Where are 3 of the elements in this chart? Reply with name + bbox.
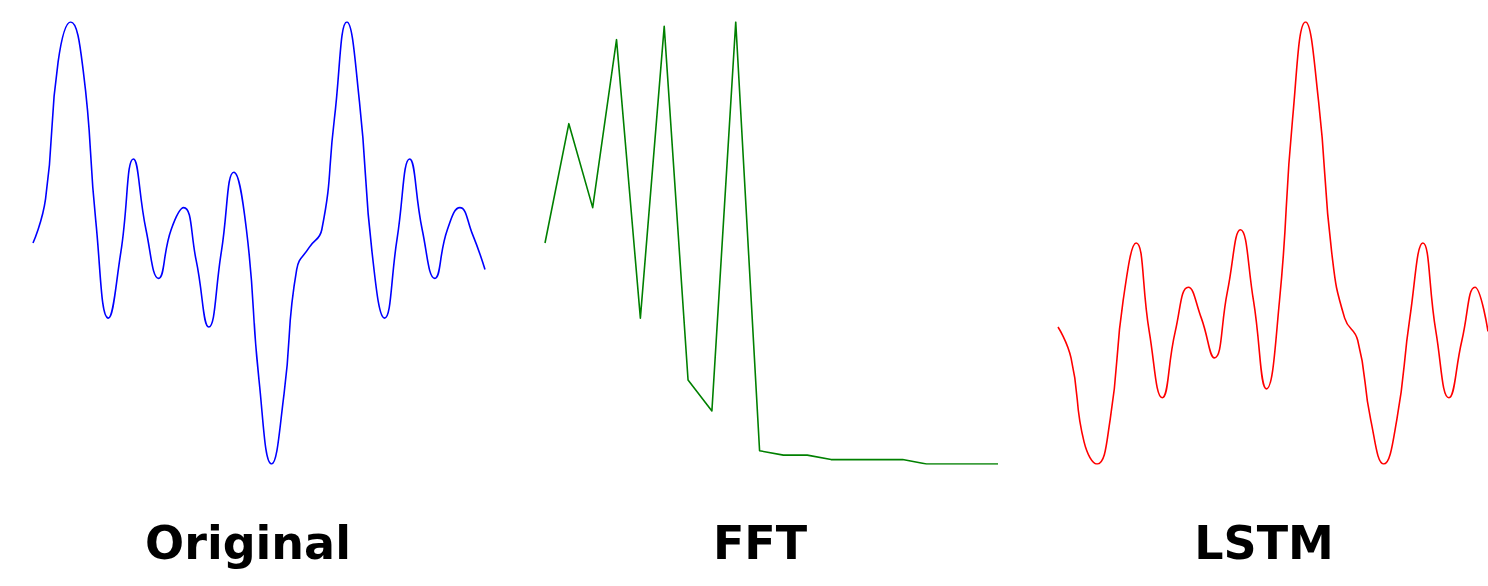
text: LSTM [1194, 516, 1334, 570]
text: FFT [712, 516, 808, 570]
text: Original [145, 516, 351, 570]
